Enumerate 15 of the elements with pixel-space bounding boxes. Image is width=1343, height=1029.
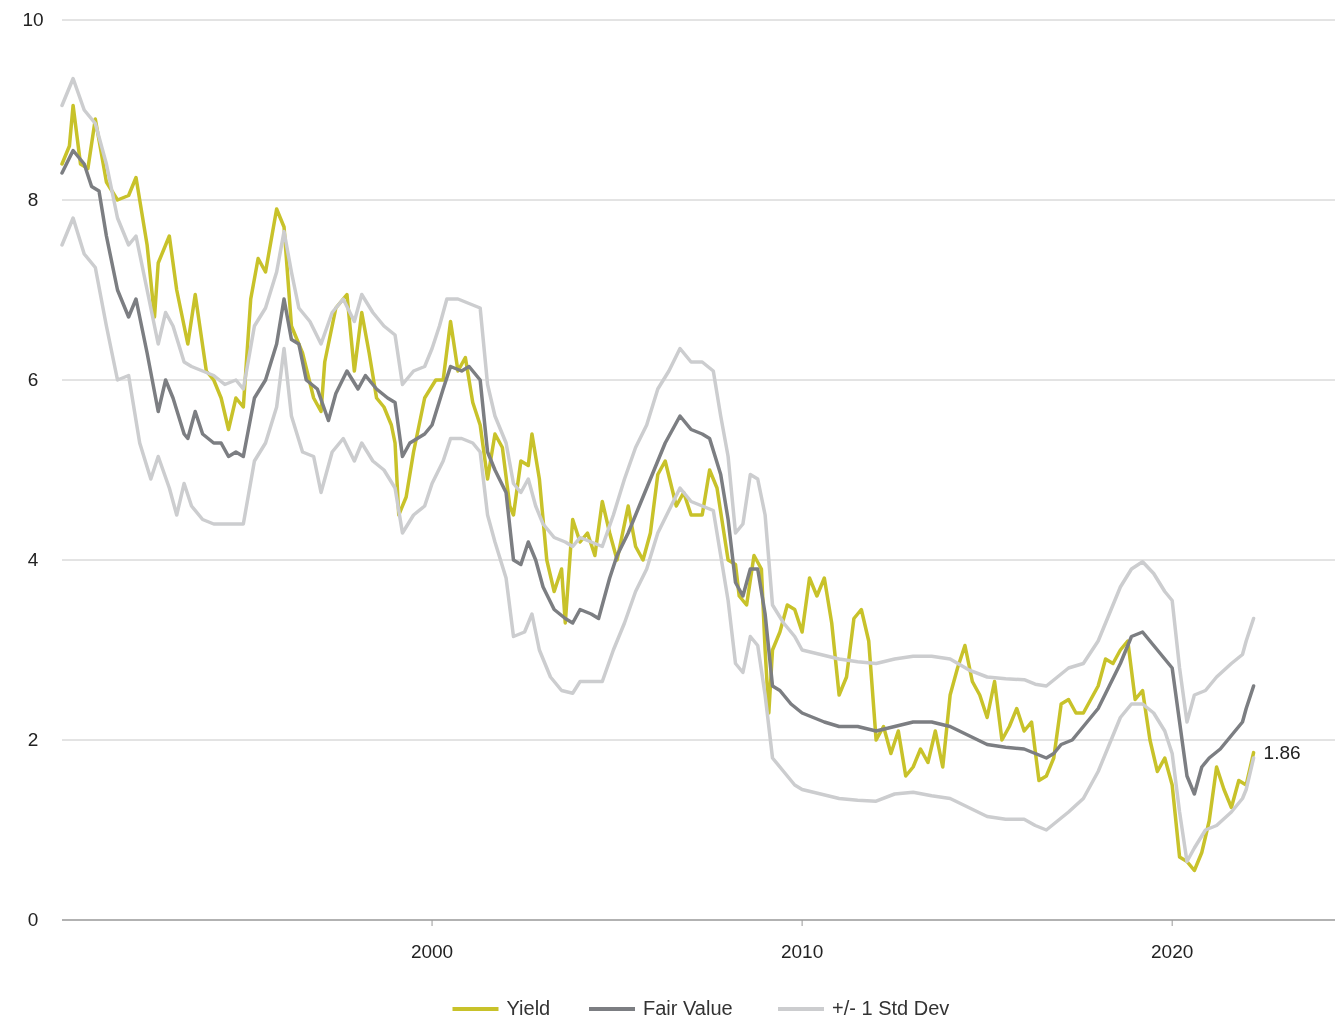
y-tick-label: 2 bbox=[27, 729, 39, 750]
y-tick-label: 4 bbox=[27, 549, 39, 570]
legend-label: +/- 1 Std Dev bbox=[832, 997, 950, 1019]
y-tick-label: 8 bbox=[27, 189, 39, 210]
line-series bbox=[60, 148, 1256, 796]
annotation: 1.86 bbox=[1263, 741, 1301, 763]
legend-label: Yield bbox=[506, 997, 551, 1019]
line-series bbox=[60, 103, 1256, 873]
y-tick-label: 0 bbox=[27, 909, 39, 930]
x-tick-label: 2010 bbox=[780, 941, 824, 962]
y-tick-label: 6 bbox=[27, 369, 39, 390]
x-tick-label: 2000 bbox=[410, 941, 454, 962]
x-tick-label: 2020 bbox=[1151, 941, 1194, 962]
legend-label: Fair Value bbox=[643, 997, 733, 1019]
y-tick-label: 10 bbox=[22, 9, 44, 30]
